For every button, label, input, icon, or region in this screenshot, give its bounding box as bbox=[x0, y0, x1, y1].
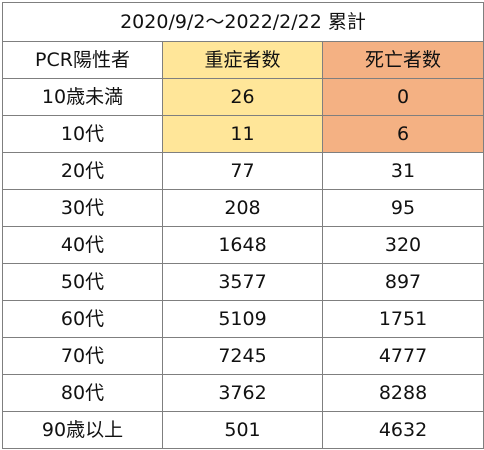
table-row: 20代 77 31 bbox=[2, 152, 484, 190]
row-death-count: 897 bbox=[322, 263, 484, 301]
row-category: 90歳以上 bbox=[2, 411, 163, 449]
row-category: 50代 bbox=[2, 263, 163, 301]
row-category: 60代 bbox=[2, 300, 163, 338]
header-deaths: 死亡者数 bbox=[322, 41, 484, 79]
row-severe-count: 11 bbox=[162, 115, 323, 153]
row-category: 20代 bbox=[2, 152, 163, 190]
row-category: 30代 bbox=[2, 189, 163, 227]
row-severe-count: 3762 bbox=[162, 374, 323, 412]
row-severe-count: 77 bbox=[162, 152, 323, 190]
row-category: 40代 bbox=[2, 226, 163, 264]
row-severe-count: 7245 bbox=[162, 337, 323, 375]
header-severe: 重症者数 bbox=[162, 41, 323, 79]
row-severe-count: 208 bbox=[162, 189, 323, 227]
row-death-count: 1751 bbox=[322, 300, 484, 338]
row-severe-count: 5109 bbox=[162, 300, 323, 338]
table-row: 50代 3577 897 bbox=[2, 263, 484, 301]
table-row: 90歳以上 501 4632 bbox=[2, 411, 484, 449]
table-row: 70代 7245 4777 bbox=[2, 337, 484, 375]
row-death-count: 31 bbox=[322, 152, 484, 190]
row-category: 70代 bbox=[2, 337, 163, 375]
header-row: PCR陽性者 重症者数 死亡者数 bbox=[2, 41, 484, 79]
row-death-count: 320 bbox=[322, 226, 484, 264]
row-death-count: 0 bbox=[322, 78, 484, 116]
row-death-count: 4632 bbox=[322, 411, 484, 449]
row-severe-count: 1648 bbox=[162, 226, 323, 264]
row-death-count: 95 bbox=[322, 189, 484, 227]
header-category: PCR陽性者 bbox=[2, 41, 163, 79]
row-category: 80代 bbox=[2, 374, 163, 412]
row-severe-count: 3577 bbox=[162, 263, 323, 301]
row-severe-count: 26 bbox=[162, 78, 323, 116]
row-category: 10歳未満 bbox=[2, 78, 163, 116]
table-row: 80代 3762 8288 bbox=[2, 374, 484, 412]
table-row: 10代 11 6 bbox=[2, 115, 484, 153]
row-severe-count: 501 bbox=[162, 411, 323, 449]
row-death-count: 8288 bbox=[322, 374, 484, 412]
row-death-count: 6 bbox=[322, 115, 484, 153]
table-title: 2020/9/2～2022/2/22 累計 bbox=[2, 2, 484, 42]
table-row: 10歳未満 26 0 bbox=[2, 78, 484, 116]
table-row: 60代 5109 1751 bbox=[2, 300, 484, 338]
row-death-count: 4777 bbox=[322, 337, 484, 375]
table-row: 40代 1648 320 bbox=[2, 226, 484, 264]
row-category: 10代 bbox=[2, 115, 163, 153]
title-row: 2020/9/2～2022/2/22 累計 bbox=[2, 2, 484, 42]
table-row: 30代 208 95 bbox=[2, 189, 484, 227]
